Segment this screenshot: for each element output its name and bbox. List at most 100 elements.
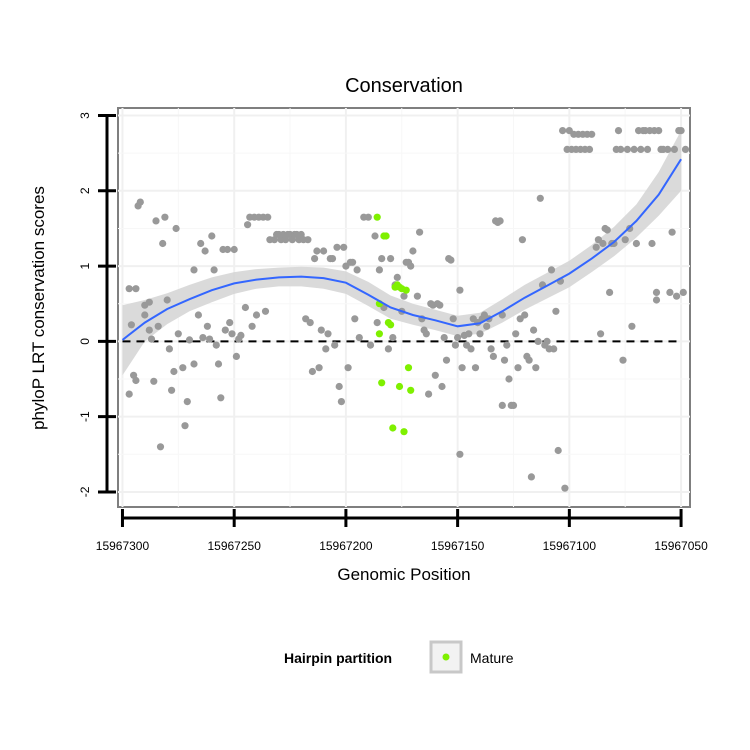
point-other	[668, 228, 676, 236]
point-other	[476, 330, 484, 338]
x-tick-label: 15967250	[207, 539, 261, 553]
point-other	[632, 239, 641, 248]
point-other	[440, 334, 448, 342]
x-axis-title: Genomic Position	[337, 565, 470, 584]
point-other	[308, 367, 316, 376]
y-tick-label: 2	[78, 187, 92, 194]
point-other	[355, 334, 363, 342]
point-other	[150, 377, 158, 385]
y-tick-label: 3	[78, 112, 92, 119]
point-mature	[378, 379, 386, 387]
point-other	[512, 330, 520, 338]
point-other	[185, 336, 194, 344]
point-other	[373, 319, 381, 327]
point-other	[503, 341, 511, 349]
point-other	[498, 401, 506, 409]
point-other	[521, 311, 529, 319]
point-other	[619, 356, 627, 364]
point-other	[199, 334, 207, 342]
point-other	[252, 311, 261, 319]
point-other	[643, 145, 652, 153]
point-other	[241, 303, 249, 312]
point-other	[264, 213, 272, 221]
smooth-curve	[121, 158, 682, 341]
point-other	[597, 330, 605, 338]
point-mature	[400, 428, 408, 436]
axes: 15967300 15967250 15967200 15967150 15967100…	[78, 112, 708, 553]
point-other	[315, 364, 323, 372]
point-other	[456, 450, 464, 458]
point-other	[592, 243, 600, 251]
point-other	[221, 326, 229, 334]
point-other	[543, 337, 551, 345]
point-other	[436, 301, 444, 309]
point-other	[387, 255, 395, 263]
point-other	[425, 390, 433, 398]
point-other	[320, 247, 328, 255]
point-other	[393, 273, 401, 281]
point-other	[172, 224, 180, 233]
point-other	[648, 239, 656, 248]
grid	[118, 108, 690, 507]
point-other	[237, 331, 245, 339]
point-other	[244, 221, 252, 229]
x-tick-label: 15967150	[431, 539, 485, 553]
x-tick-label: 15967050	[654, 539, 708, 553]
point-mature	[404, 364, 413, 372]
point-mature	[407, 386, 415, 394]
point-other	[154, 322, 162, 330]
point-other	[340, 243, 348, 251]
point-other	[306, 319, 314, 327]
point-other	[389, 334, 397, 342]
y-axis-title: phyloP LRT conservation scores	[29, 186, 48, 430]
point-other	[232, 352, 240, 360]
point-other	[610, 239, 618, 248]
point-mature	[402, 286, 410, 294]
point-other	[317, 326, 325, 334]
point-other	[313, 247, 321, 255]
point-other	[165, 345, 173, 353]
point-other	[621, 236, 629, 244]
point-other	[530, 326, 538, 334]
legend-title: Hairpin partition	[284, 650, 392, 666]
point-other	[194, 311, 202, 319]
point-other	[552, 307, 560, 315]
point-mature	[373, 213, 381, 221]
point-other	[525, 356, 533, 364]
x-tick-label: 15967300	[96, 539, 150, 553]
point-other	[203, 322, 211, 330]
point-mature	[375, 330, 383, 338]
point-other	[230, 245, 238, 254]
point-other	[588, 130, 596, 138]
point-other	[311, 255, 319, 263]
legend-label-mature: Mature	[470, 650, 514, 666]
y-tick-label: 0	[78, 338, 92, 345]
point-other	[413, 292, 421, 300]
point-other	[400, 292, 408, 300]
point-other	[447, 256, 455, 264]
point-other	[458, 364, 466, 372]
point-other	[208, 232, 216, 240]
point-other	[206, 335, 214, 343]
point-other	[431, 371, 439, 379]
point-other	[666, 288, 674, 296]
point-other	[351, 315, 359, 323]
point-other	[344, 364, 352, 372]
point-other	[337, 398, 345, 406]
point-other	[371, 232, 379, 240]
point-other	[534, 337, 542, 345]
point-other	[664, 145, 672, 153]
point-other	[471, 364, 480, 372]
point-other	[322, 345, 330, 353]
legend: Hairpin partition Mature	[284, 640, 514, 674]
point-other	[456, 286, 464, 294]
point-mature	[382, 232, 390, 240]
point-other	[606, 288, 614, 296]
point-other	[159, 239, 167, 248]
point-other	[483, 322, 491, 330]
point-other	[145, 326, 153, 334]
point-other	[228, 330, 236, 338]
point-other	[353, 266, 361, 274]
point-other	[652, 296, 661, 304]
